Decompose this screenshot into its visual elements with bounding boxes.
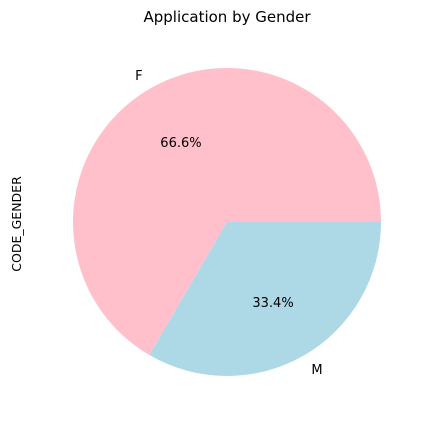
chart-title: Application by Gender — [143, 8, 311, 26]
pie-labels: F 66.6% M 33.4% — [135, 69, 322, 378]
y-axis-label: CODE_GENDER — [9, 176, 24, 272]
percent-label-f: 66.6% — [160, 136, 201, 151]
pie-slices — [72, 67, 381, 376]
pie-slice-f — [72, 67, 381, 356]
pie-slice-m — [149, 222, 381, 376]
percent-label-m: 33.4% — [252, 296, 293, 311]
slice-label-m: M — [311, 363, 322, 378]
slice-label-f: F — [135, 69, 142, 84]
